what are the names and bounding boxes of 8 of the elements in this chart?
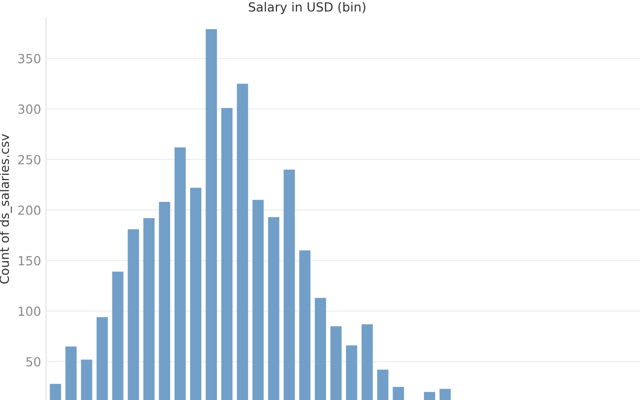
chart-title: Salary in USD (bin) <box>248 2 366 14</box>
y-tick-label: 100 <box>18 306 40 316</box>
y-tick-label: 50 <box>26 357 40 367</box>
y-tick-label: 300 <box>18 104 40 114</box>
y-tick-label: 150 <box>18 256 40 266</box>
y-tick-label: 200 <box>18 205 40 215</box>
y-tick-label: 350 <box>18 54 40 64</box>
y-tick-label: 250 <box>18 154 40 164</box>
